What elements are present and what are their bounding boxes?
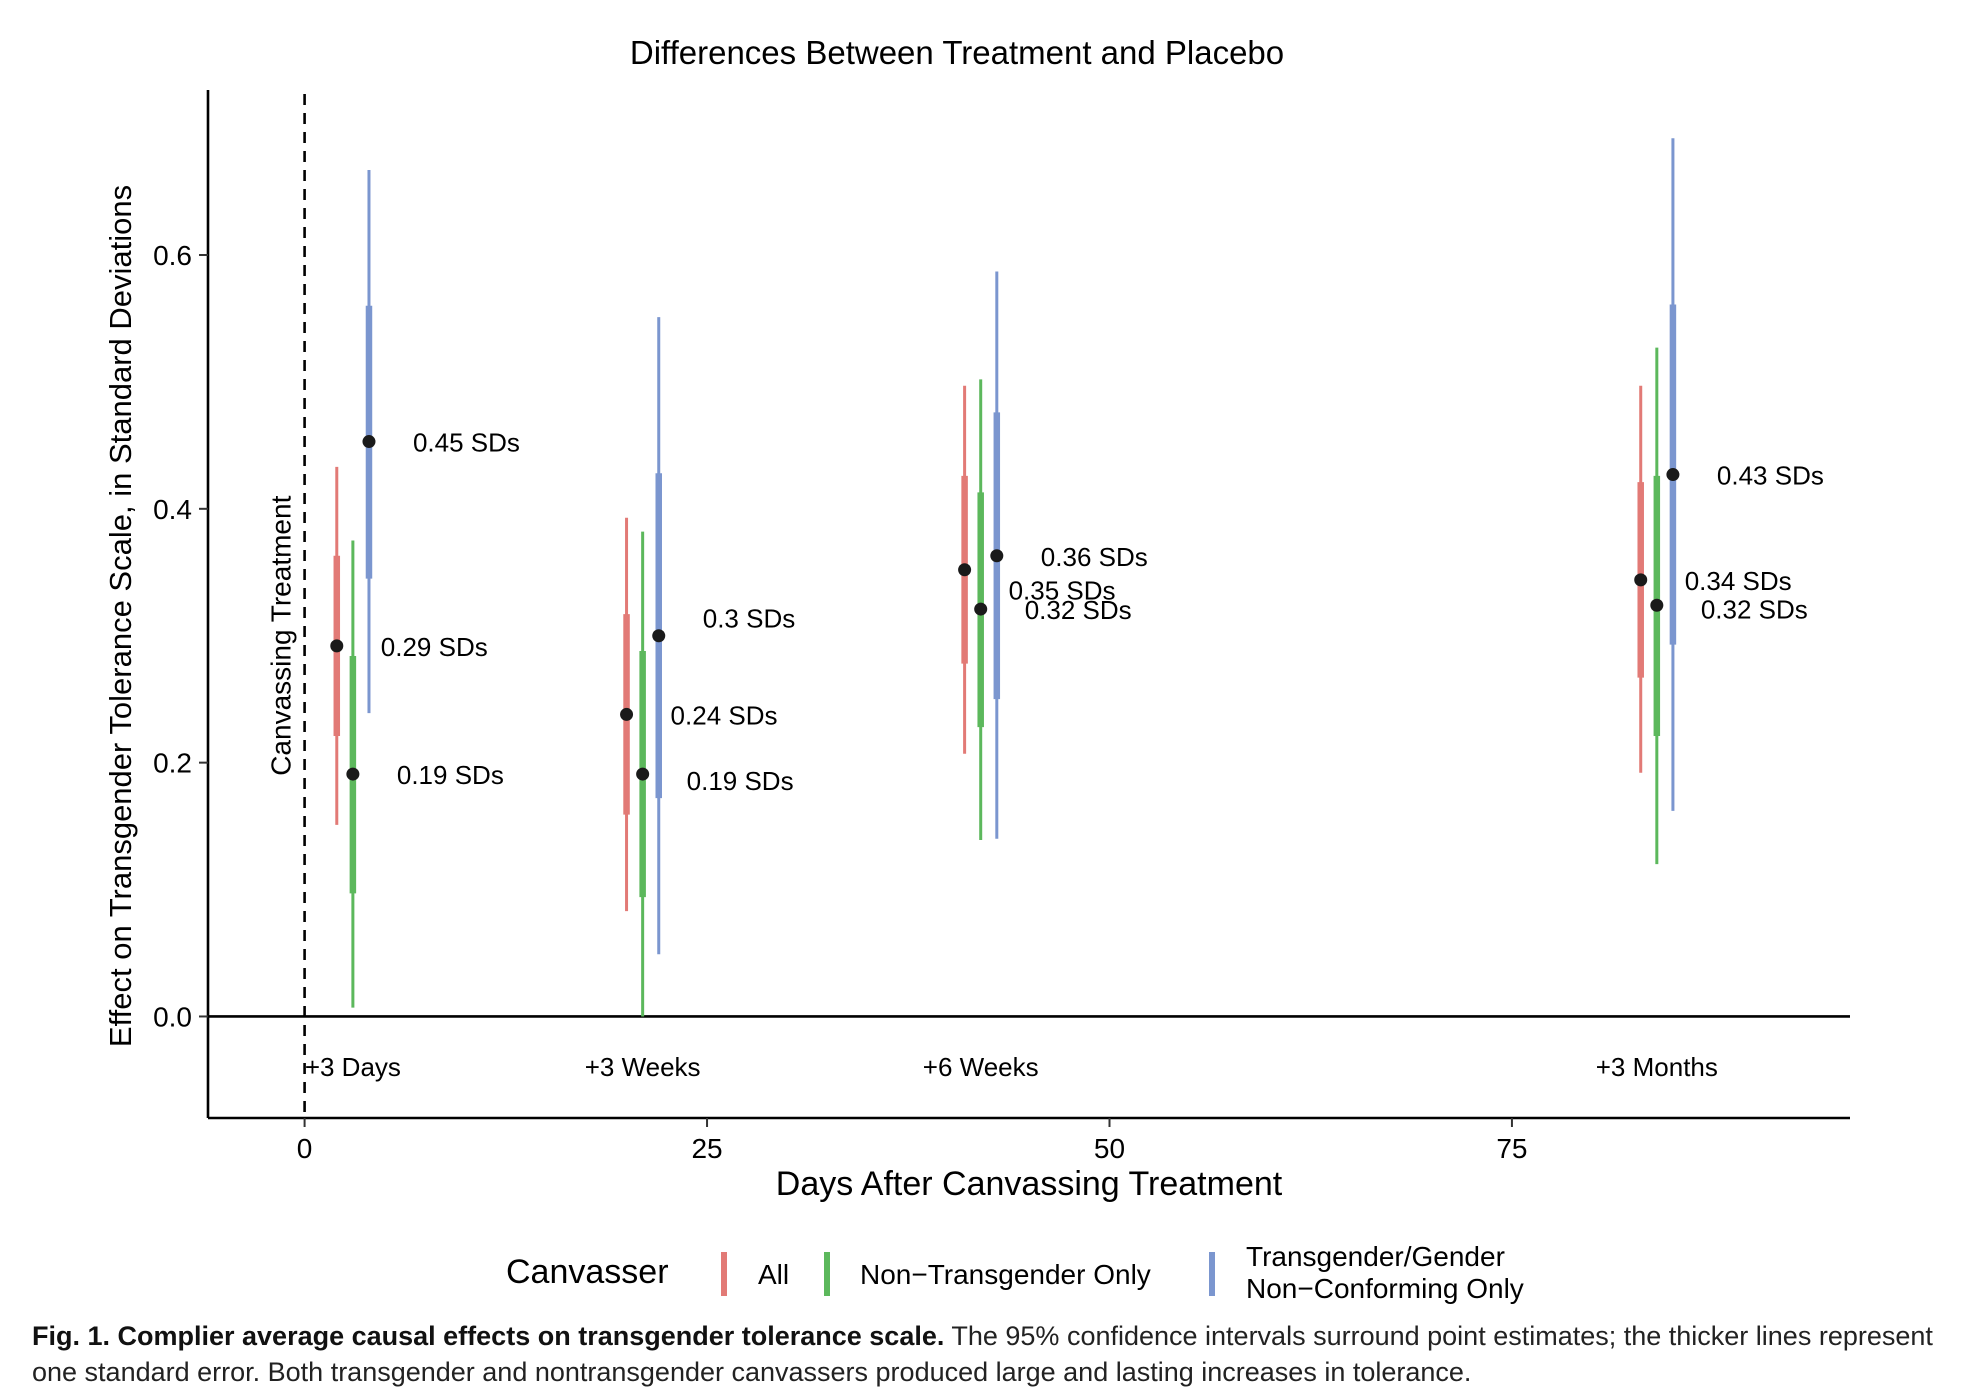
time-label: +3 Weeks	[585, 1052, 701, 1082]
point	[330, 639, 344, 653]
legend-label: Non−Conforming Only	[1246, 1273, 1524, 1304]
point	[636, 767, 650, 781]
y-tick-label: 0.0	[153, 1001, 192, 1032]
data-label: 0.24 SDs	[671, 700, 778, 730]
point	[1666, 468, 1680, 482]
y-tick-label: 0.6	[153, 240, 192, 271]
caption-lead: Fig. 1. Complier average causal effects …	[32, 1321, 945, 1351]
x-tick-label: 50	[1094, 1133, 1125, 1164]
legend-label: Transgender/Gender	[1246, 1241, 1505, 1272]
reference-line-label: Canvassing Treatment	[266, 495, 297, 775]
point	[652, 629, 666, 643]
data-label: 0.3 SDs	[703, 604, 796, 634]
chart-title: Differences Between Treatment and Placeb…	[630, 34, 1284, 71]
point	[346, 767, 360, 781]
data-label: 0.19 SDs	[397, 760, 504, 790]
point	[362, 435, 376, 449]
x-tick-label: 0	[297, 1133, 313, 1164]
figure-caption: Fig. 1. Complier average causal effects …	[32, 1318, 1952, 1390]
legend: Canvasser All Non−Transgender Only Transge…	[506, 1241, 1524, 1304]
point	[1634, 573, 1648, 587]
data-label: 0.35 SDs	[1009, 576, 1116, 606]
point	[958, 563, 972, 577]
data-label: 0.36 SDs	[1041, 542, 1148, 572]
y-tick-label: 0.2	[153, 748, 192, 779]
point	[1650, 598, 1664, 612]
x-axis-label: Days After Canvassing Treatment	[776, 1165, 1283, 1203]
y-tick-label: 0.4	[153, 494, 192, 525]
x-tick-label: 75	[1496, 1133, 1527, 1164]
legend-label: Non−Transgender Only	[860, 1259, 1151, 1290]
point	[990, 549, 1004, 563]
time-label: +3 Days	[305, 1052, 401, 1082]
data-label: 0.43 SDs	[1717, 461, 1824, 491]
data-label: 0.34 SDs	[1685, 566, 1792, 596]
data-label: 0.45 SDs	[413, 428, 520, 458]
data-label: 0.32 SDs	[1025, 595, 1132, 625]
caption-text: The 95% confidence intervals surround po…	[32, 1321, 1933, 1387]
y-axis-label: Effect on Transgender Tolerance Scale, i…	[103, 185, 138, 1047]
point	[620, 707, 634, 721]
legend-label: All	[758, 1259, 789, 1290]
plot-area: 0.0 0.2 0.4 0.6 0 25 50 75 Canvassing Treatment +…	[153, 90, 1850, 1164]
x-tick-label: 25	[691, 1133, 722, 1164]
time-label: +6 Weeks	[923, 1052, 1039, 1082]
time-label: +3 Months	[1596, 1052, 1718, 1082]
point	[974, 602, 988, 616]
data-label: 0.29 SDs	[381, 632, 488, 662]
data-label: 0.32 SDs	[1701, 594, 1808, 624]
data-label: 0.19 SDs	[687, 766, 794, 796]
legend-title: Canvasser	[506, 1253, 669, 1291]
